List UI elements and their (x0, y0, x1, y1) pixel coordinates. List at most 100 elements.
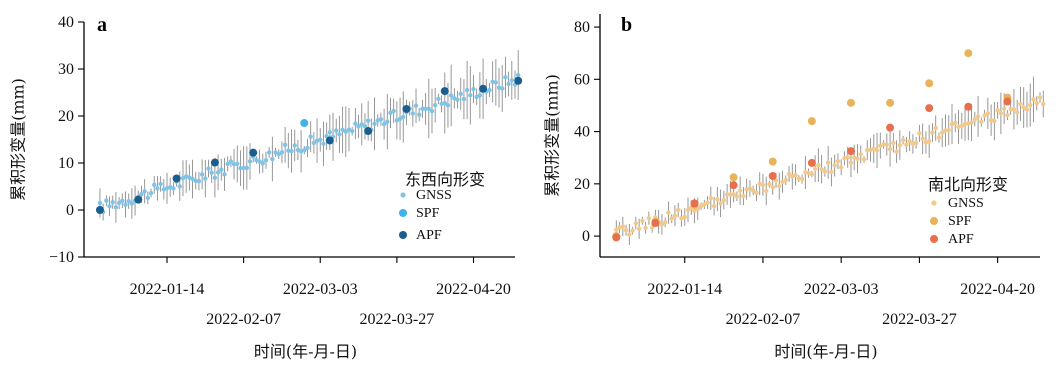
gnss-point (289, 148, 294, 154)
gnss-point (193, 178, 198, 184)
gnss-point (506, 81, 511, 87)
gnss-point (1011, 107, 1017, 112)
gnss-point (728, 192, 733, 197)
y-tick-label: 20 (574, 176, 590, 193)
gnss-point (933, 125, 938, 131)
gnss-series (614, 76, 1046, 245)
gnss-point (992, 118, 997, 124)
gnss-point (148, 190, 154, 196)
x-tick-label: 2022-03-27 (882, 311, 957, 328)
gnss-point (247, 159, 253, 164)
gnss-point (959, 123, 964, 129)
gnss-point (139, 191, 144, 197)
x-tick-label: 2022-01-14 (130, 281, 205, 298)
gnss-point (104, 198, 109, 203)
gnss-point (292, 143, 297, 148)
gnss-point (180, 176, 186, 181)
gnss-point (372, 121, 377, 127)
gnss-point (764, 188, 769, 194)
gnss-point (913, 140, 919, 145)
gnss-point (388, 110, 393, 116)
x-tick-label: 2022-04-20 (436, 281, 511, 298)
gnss-point (874, 148, 880, 153)
gnss-point (975, 114, 981, 119)
x-axis-label: 时间(年-月-日) (774, 342, 877, 361)
y-tick-label: 0 (582, 228, 590, 245)
gnss-point (219, 167, 224, 172)
gnss-point (401, 114, 406, 120)
apf-point (690, 199, 699, 208)
gnss-point (436, 96, 441, 101)
gnss-point (231, 162, 237, 167)
gnss-point (819, 166, 824, 172)
gnss-point (515, 72, 521, 78)
apf-point (846, 147, 855, 156)
gnss-point (721, 197, 727, 203)
gnss-point (907, 138, 912, 144)
gnss-point (413, 103, 419, 108)
gnss-point (113, 205, 119, 210)
apf-legend-marker (399, 231, 407, 239)
gnss-point (228, 159, 234, 164)
gnss-point (803, 170, 808, 175)
gnss-point (318, 137, 323, 143)
gnss-point (799, 176, 805, 182)
spf-series (300, 119, 309, 128)
apf-point (807, 158, 816, 167)
gnss-point (783, 177, 788, 183)
gnss-point (790, 174, 795, 179)
gnss-point (982, 113, 987, 118)
spf-legend-marker (399, 209, 407, 217)
legend-label: GNSS (416, 188, 452, 203)
gnss-point (155, 186, 160, 191)
gnss-point (777, 183, 782, 189)
legend-label: SPF (948, 214, 972, 229)
gnss-point (190, 176, 195, 182)
apf-point (514, 76, 523, 85)
x-tick-label: 2022-03-27 (360, 311, 435, 328)
gnss-point (1041, 101, 1046, 107)
gnss-point (356, 124, 361, 129)
gnss-point (786, 171, 792, 177)
spf-point (729, 173, 738, 182)
gnss-point (244, 165, 250, 171)
gnss-point (123, 202, 128, 207)
gnss-point (353, 121, 358, 126)
gnss-point (235, 161, 240, 167)
gnss-point (979, 119, 984, 125)
gnss-point (177, 184, 182, 189)
apf-point (479, 84, 488, 93)
gnss-point (97, 200, 103, 206)
gnss-point (649, 225, 655, 230)
gnss-point (1024, 107, 1030, 112)
gnss-point (770, 184, 775, 190)
apf-point (886, 123, 895, 132)
gnss-point (946, 128, 951, 133)
gnss-point (270, 156, 275, 162)
gnss-point (731, 192, 736, 197)
apf-point (134, 195, 143, 204)
gnss-point (672, 213, 678, 218)
gnss-point (410, 111, 416, 116)
gnss-point (698, 203, 704, 209)
gnss-point (930, 130, 935, 135)
gnss-point (426, 106, 431, 111)
gnss-point (835, 158, 841, 164)
gnss-point (943, 128, 948, 133)
gnss-point (171, 186, 176, 191)
panel-a-chart: 40 30 20 10 0 −10 2022-01-14 2022-03-03 2022-04-… (9, 14, 523, 361)
gnss-point (158, 181, 163, 187)
gnss-point (920, 136, 925, 141)
gnss-point (1037, 95, 1043, 100)
gnss-point (940, 130, 945, 135)
gnss-point (1018, 101, 1023, 107)
gnss-point (107, 204, 112, 209)
gnss-point (334, 128, 339, 133)
gnss-point (614, 227, 619, 232)
gnss-point (321, 141, 326, 147)
gnss-point (212, 175, 218, 180)
gnss-point (468, 93, 473, 98)
gnss-point (126, 198, 131, 204)
gnss-point (222, 172, 227, 177)
